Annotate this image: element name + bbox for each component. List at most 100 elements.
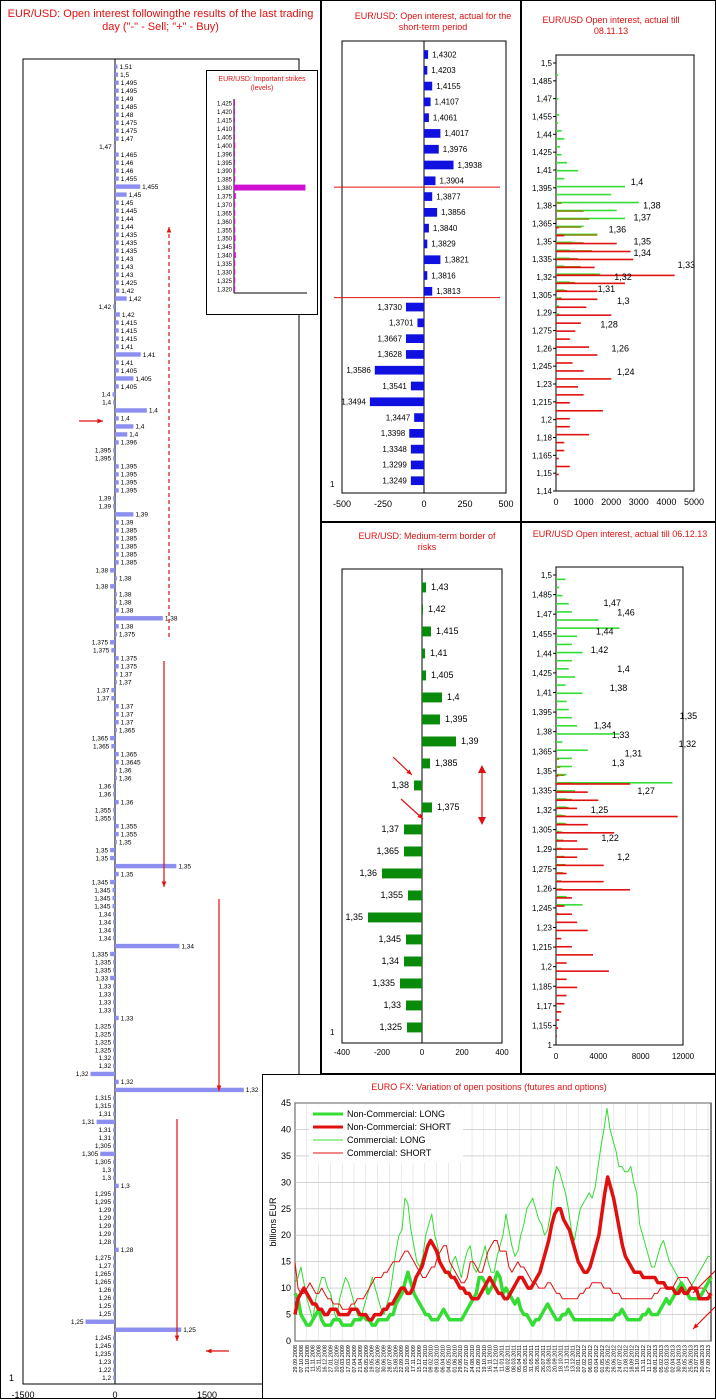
main-bar-158 [115, 1327, 182, 1332]
short-bar-label-24: 1,3398 [381, 429, 406, 438]
strikes-bar-22 [234, 285, 236, 292]
fx-x-tick-124: 05.02.2013 [659, 1345, 665, 1373]
risk-bar-label-17: 1,34 [381, 956, 399, 966]
risk-border-chart-title: EUR/USD: Medium-term border of risks [358, 531, 496, 552]
fx-x-tick-72: 08.02.2011 [505, 1345, 511, 1372]
oi2-calls_green-bar-19 [556, 725, 578, 727]
strikes-y-tick-6: 1,396 [217, 152, 233, 158]
main-bar-label-133: 1,31 [99, 1127, 112, 1134]
main-bar-1 [115, 72, 119, 77]
oi2-level-label-12: 1,27 [637, 786, 655, 796]
oi2-calls_green-bar-22 [556, 749, 588, 752]
main-bar-label-102: 1,345 [92, 879, 109, 886]
main-bar-35 [115, 344, 119, 349]
main-bar-label-144: 1,29 [99, 1215, 112, 1222]
main-bar-label-16: 1,45 [129, 192, 142, 199]
main-bar-label-116: 1,33 [99, 991, 112, 998]
main-bar-120 [113, 1023, 115, 1029]
oi1-x-tick-1: 1000 [574, 497, 594, 507]
main-bar-label-51: 1,395 [121, 472, 138, 479]
oi2-y-tick-24: 1 [548, 1041, 553, 1050]
short-bar-label-11: 1,3840 [433, 224, 458, 233]
oi1-puts_red-bar-29 [556, 290, 598, 293]
main-bar-48 [113, 448, 115, 453]
strikes-y-tick-22: 1,320 [217, 287, 233, 293]
short-bar-label-13: 1,3821 [444, 255, 469, 264]
main-bar-label-21: 1,435 [121, 232, 138, 239]
main-bar-140 [115, 1183, 119, 1189]
main-bar-label-29: 1,42 [129, 296, 142, 303]
main-bar-label-35: 1,41 [121, 344, 134, 351]
main-bar-90 [113, 783, 115, 789]
main-bar-label-47: 1,396 [121, 440, 138, 447]
main-bar-75 [115, 664, 119, 669]
main-bar-label-14: 1,455 [121, 176, 138, 183]
main-bar-9 [115, 136, 119, 141]
main-bar-64 [115, 576, 117, 581]
oi2-y-tick-0: 1,5 [541, 571, 553, 580]
strikes-bar-4 [234, 134, 235, 140]
fx-x-tick-140: 17.09.2013 [706, 1345, 712, 1373]
oi1-level-label-0: 1,4 [631, 177, 644, 187]
oi2-puts_red-bar-36 [556, 864, 604, 867]
oi2-puts_red-bar-43 [556, 921, 578, 924]
oi1-calls_green-bar-17 [556, 193, 612, 196]
oi2-calls_green-bar-18 [556, 716, 572, 719]
oi2-calls_olive-bar-24 [556, 766, 561, 768]
short-bar-5 [424, 129, 441, 138]
main-bar-label-123: 1,325 [95, 1047, 112, 1054]
oi1-level-label-3: 1,36 [609, 224, 627, 234]
fx-x-tick-40: 17.11.2009 [411, 1345, 417, 1372]
main-bar-68 [115, 608, 119, 613]
short-term-chart-svg: -500 -250 0 250 500 1 1,4302 1,4203 1,4155 1,4107… [330, 40, 514, 509]
oi2-calls_green-bar-7 [556, 627, 620, 629]
main-bar-96 [115, 831, 119, 837]
main-bar-label-31: 1,42 [122, 312, 135, 319]
short-bar-label-3: 1,4107 [435, 98, 460, 107]
main-bar-73 [111, 648, 115, 653]
oi2-puts_red-bar-37 [556, 872, 567, 875]
main-bar-label-95: 1,355 [121, 823, 138, 830]
strikes-y-tick-21: 1,325 [217, 279, 233, 285]
main-bar-label-157: 1,25 [71, 1319, 84, 1326]
strikes-y-tick-1: 1,420 [217, 110, 233, 116]
main-bar-label-39: 1,405 [135, 376, 152, 383]
main-bar-label-159: 1,245 [95, 1335, 112, 1342]
main-bar-104 [112, 895, 115, 901]
short-bar-9 [424, 192, 433, 201]
risk-bar-3 [422, 648, 425, 659]
oi1-puts_red-bar-44 [556, 409, 603, 412]
fx-x-tick-2: 07.10.2008 [299, 1345, 305, 1373]
strikes-y-tick-12: 1,370 [217, 203, 233, 209]
short-bar-label-8: 1,3904 [439, 177, 464, 186]
oi2-calls_green-bar-1 [556, 578, 566, 581]
risk-bar-label-2: 1,415 [436, 626, 459, 636]
main-bar-label-69: 1,38 [165, 616, 178, 623]
strikes-y-tick-15: 1,355 [217, 228, 233, 234]
main-bar-40 [115, 384, 119, 389]
main-bar-label-49: 1,395 [95, 456, 112, 463]
main-bar-72 [110, 640, 115, 645]
main-bar-164 [113, 1375, 115, 1380]
oi2-level-label-3: 1,42 [591, 645, 609, 655]
oi1-level-label-1: 1,38 [643, 201, 661, 211]
main-bar-label-4: 1,49 [121, 96, 134, 103]
oi2-puts_red-bar-47 [556, 954, 594, 956]
main-bar-label-63: 1,38 [95, 568, 108, 575]
oi2-y-tick-4: 1,44 [536, 649, 552, 658]
main-bar-label-138: 1,3 [102, 1167, 111, 1174]
fx-x-tick-70: 11.01.2011 [500, 1345, 506, 1372]
main-bar-label-60: 1,385 [121, 544, 138, 551]
oi1-y-tick-23: 1,15 [536, 469, 552, 478]
main-bar-16 [115, 192, 127, 197]
oi1-puts_red-bar-21 [556, 226, 559, 229]
fx-x-tick-90: 18.10.2011 [559, 1345, 565, 1372]
main-bar-123 [113, 1047, 115, 1053]
oi1-puts_red-bar-23 [556, 242, 617, 245]
main-bar-label-67: 1,38 [119, 600, 132, 607]
main-bar-label-106: 1,34 [99, 911, 112, 918]
main-bar-label-81: 1,37 [121, 712, 134, 719]
main-bar-label-42: 1,4 [102, 400, 111, 407]
risk-bar-label-19: 1,33 [383, 1000, 401, 1010]
main-bar-54 [113, 496, 115, 501]
